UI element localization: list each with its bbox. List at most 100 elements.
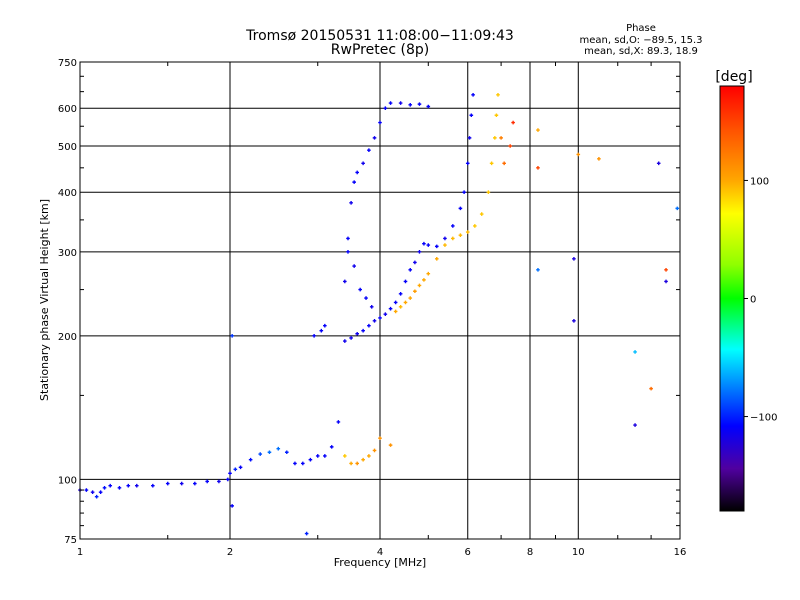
data-point (388, 306, 393, 311)
data-point (422, 278, 426, 282)
data-point (226, 477, 230, 482)
data-point (469, 113, 474, 118)
y-tick-label: 400 (58, 188, 77, 199)
y-tick-label: 200 (58, 332, 77, 343)
y-tick-label: 750 (58, 58, 77, 69)
colorbar-ticks: 100 0 −100 (744, 176, 777, 424)
data-point (276, 446, 281, 451)
data-point (369, 305, 374, 309)
data-point (393, 309, 398, 314)
data-point (230, 504, 234, 508)
data-point (675, 206, 680, 211)
data-point (301, 461, 305, 466)
data-point (367, 454, 371, 458)
data-point (355, 331, 359, 336)
data-point (473, 224, 477, 228)
data-point (443, 236, 447, 241)
data-point (372, 136, 377, 140)
data-point (349, 336, 353, 340)
x-tick-label: 16 (674, 547, 687, 558)
data-point (108, 483, 113, 488)
data-point (388, 443, 393, 447)
data-point (372, 448, 377, 453)
data-point (633, 350, 637, 354)
data-point (126, 483, 131, 488)
data-point (462, 190, 466, 195)
data-point (343, 339, 347, 343)
data-point (312, 334, 316, 338)
data-point (656, 161, 661, 166)
data-point (443, 243, 447, 247)
x-tick-label: 10 (572, 547, 585, 558)
data-point (486, 190, 491, 195)
data-point (465, 230, 470, 234)
data-point (408, 296, 413, 300)
data-point (238, 465, 243, 470)
data-point (493, 136, 497, 140)
x-tick-label: 2 (227, 547, 233, 558)
data-point (367, 148, 371, 152)
data-point (378, 436, 382, 441)
data-point (426, 243, 431, 247)
data-point (494, 113, 499, 118)
data-point (117, 486, 122, 490)
data-point (393, 300, 398, 305)
data-point (572, 319, 576, 323)
y-tick-label: 500 (58, 142, 77, 153)
data-point (179, 481, 184, 486)
data-point (572, 257, 576, 261)
data-point (94, 494, 99, 499)
data-point (205, 479, 209, 484)
data-point (336, 420, 341, 424)
data-point (408, 103, 413, 107)
data-point (329, 445, 334, 449)
y-tick-label: 300 (58, 248, 77, 259)
data-point (403, 300, 408, 305)
y-ticks: 75 100 200 300 400 500 600 750 (58, 58, 680, 546)
x-axis-label: Frequency [MHz] (334, 556, 426, 569)
data-point (134, 483, 139, 488)
chart-subtitle: RwPretec (8p) (331, 42, 429, 58)
data-point (458, 206, 463, 211)
data-point (98, 490, 103, 495)
data-point (372, 319, 377, 323)
data-point (308, 457, 313, 462)
stats-title: Phase (626, 23, 656, 34)
data-point (633, 423, 637, 427)
data-point (165, 481, 170, 486)
data-point (649, 386, 653, 391)
data-point (358, 287, 362, 292)
data-point (413, 289, 417, 294)
data-point (367, 323, 371, 328)
data-point (315, 454, 320, 458)
data-point (471, 93, 475, 97)
data-point (413, 260, 417, 265)
colorbar-tick-label: −100 (750, 413, 777, 424)
data-point (451, 224, 455, 228)
data-point (304, 531, 309, 536)
data-point (496, 93, 500, 97)
data-point (84, 488, 89, 492)
x-tick-label: 6 (465, 547, 471, 558)
data-point (233, 467, 238, 472)
data-point (228, 471, 232, 476)
data-point (319, 328, 324, 333)
data-point (323, 454, 327, 458)
data-point (383, 312, 388, 316)
data-point (417, 250, 422, 254)
x-tick-label: 1 (77, 547, 83, 558)
data-point (536, 128, 540, 132)
data-point (151, 483, 155, 488)
data-point (511, 120, 515, 125)
data-point (361, 161, 365, 166)
data-point (398, 291, 403, 296)
x-ticks: 1 2 4 6 8 10 16 (77, 62, 687, 558)
data-point (248, 457, 253, 462)
data-point (479, 212, 484, 216)
colorbar-tick-label: 100 (750, 176, 769, 187)
data-point (102, 486, 107, 490)
data-point (499, 136, 503, 140)
data-point (458, 233, 463, 238)
data-point (267, 450, 272, 455)
data-point (502, 161, 506, 166)
